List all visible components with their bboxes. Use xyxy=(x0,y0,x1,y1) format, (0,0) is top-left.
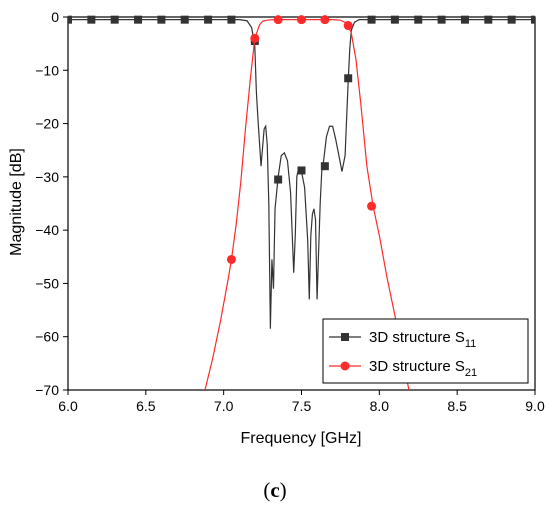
series-21-point xyxy=(343,21,353,31)
series-11-point xyxy=(204,15,213,24)
series-21-point xyxy=(250,33,260,43)
y-axis-title: Magnitude [dB] xyxy=(8,148,25,256)
series-11-point xyxy=(484,15,493,24)
y-tick-label: −50 xyxy=(35,275,59,291)
legend: 3D structure S11 3D structure S21 xyxy=(322,318,529,384)
series-21-point xyxy=(367,201,377,211)
series-11-point xyxy=(367,15,376,24)
x-tick-label: 8.5 xyxy=(447,398,467,414)
caption-letter: c xyxy=(270,478,280,502)
x-tick-label: 8.0 xyxy=(370,398,390,414)
x-tick-label: 7.0 xyxy=(214,398,234,414)
y-tick-label: −70 xyxy=(35,382,59,398)
x-axis-title: Frequency [GHz] xyxy=(241,430,362,447)
series-11-point xyxy=(68,15,72,24)
series-11-point xyxy=(437,15,446,24)
series-11-point xyxy=(274,175,283,184)
series-11-point xyxy=(134,15,143,24)
series-21-point xyxy=(320,15,330,25)
y-tick-label: −60 xyxy=(35,329,59,345)
x-tick-label: 6.0 xyxy=(58,398,78,414)
caption-open-paren: ( xyxy=(263,478,271,502)
series-21-point xyxy=(226,254,236,264)
x-tick-label: 7.5 xyxy=(292,398,312,414)
x-tick-label: 6.5 xyxy=(136,398,156,414)
legend-box xyxy=(322,318,529,384)
series-11-point xyxy=(344,74,353,83)
figure-caption: (c) xyxy=(0,478,550,503)
series-11-point xyxy=(157,15,166,24)
legend-marker xyxy=(341,333,349,341)
series-11-point xyxy=(297,166,306,175)
axes-layer: 6.0 6.5 7.0 7.5 8.0 8.5 9.0 0 −10 −20 −30 −40 −50 −60… xyxy=(35,9,545,414)
series-21-point xyxy=(273,15,283,25)
x-tick-label: 9.0 xyxy=(525,398,545,414)
series-11-point xyxy=(531,15,535,24)
y-tick-label: −30 xyxy=(35,169,59,185)
legend-label: 3D structure S11 xyxy=(369,329,476,350)
series-11-point xyxy=(320,162,329,171)
series-11-point xyxy=(507,15,516,24)
curves-layer xyxy=(68,15,535,390)
series-11-point xyxy=(414,15,423,24)
y-tick-label: −10 xyxy=(35,62,59,78)
series-11-line xyxy=(68,19,535,329)
series-11-point xyxy=(390,15,399,24)
series-21-point xyxy=(297,15,306,25)
series-11-point xyxy=(460,15,469,24)
series-11-point xyxy=(110,15,119,24)
series-11-point xyxy=(87,15,96,24)
series-11-point xyxy=(180,15,189,24)
caption-close-paren: ) xyxy=(279,478,287,502)
y-tick-label: −40 xyxy=(35,222,59,238)
legend-label: 3D structure S21 xyxy=(369,358,477,379)
y-tick-label: −20 xyxy=(35,116,59,132)
y-tick-label: 0 xyxy=(51,9,59,25)
series-11-point xyxy=(227,15,236,24)
legend-marker xyxy=(340,361,350,371)
